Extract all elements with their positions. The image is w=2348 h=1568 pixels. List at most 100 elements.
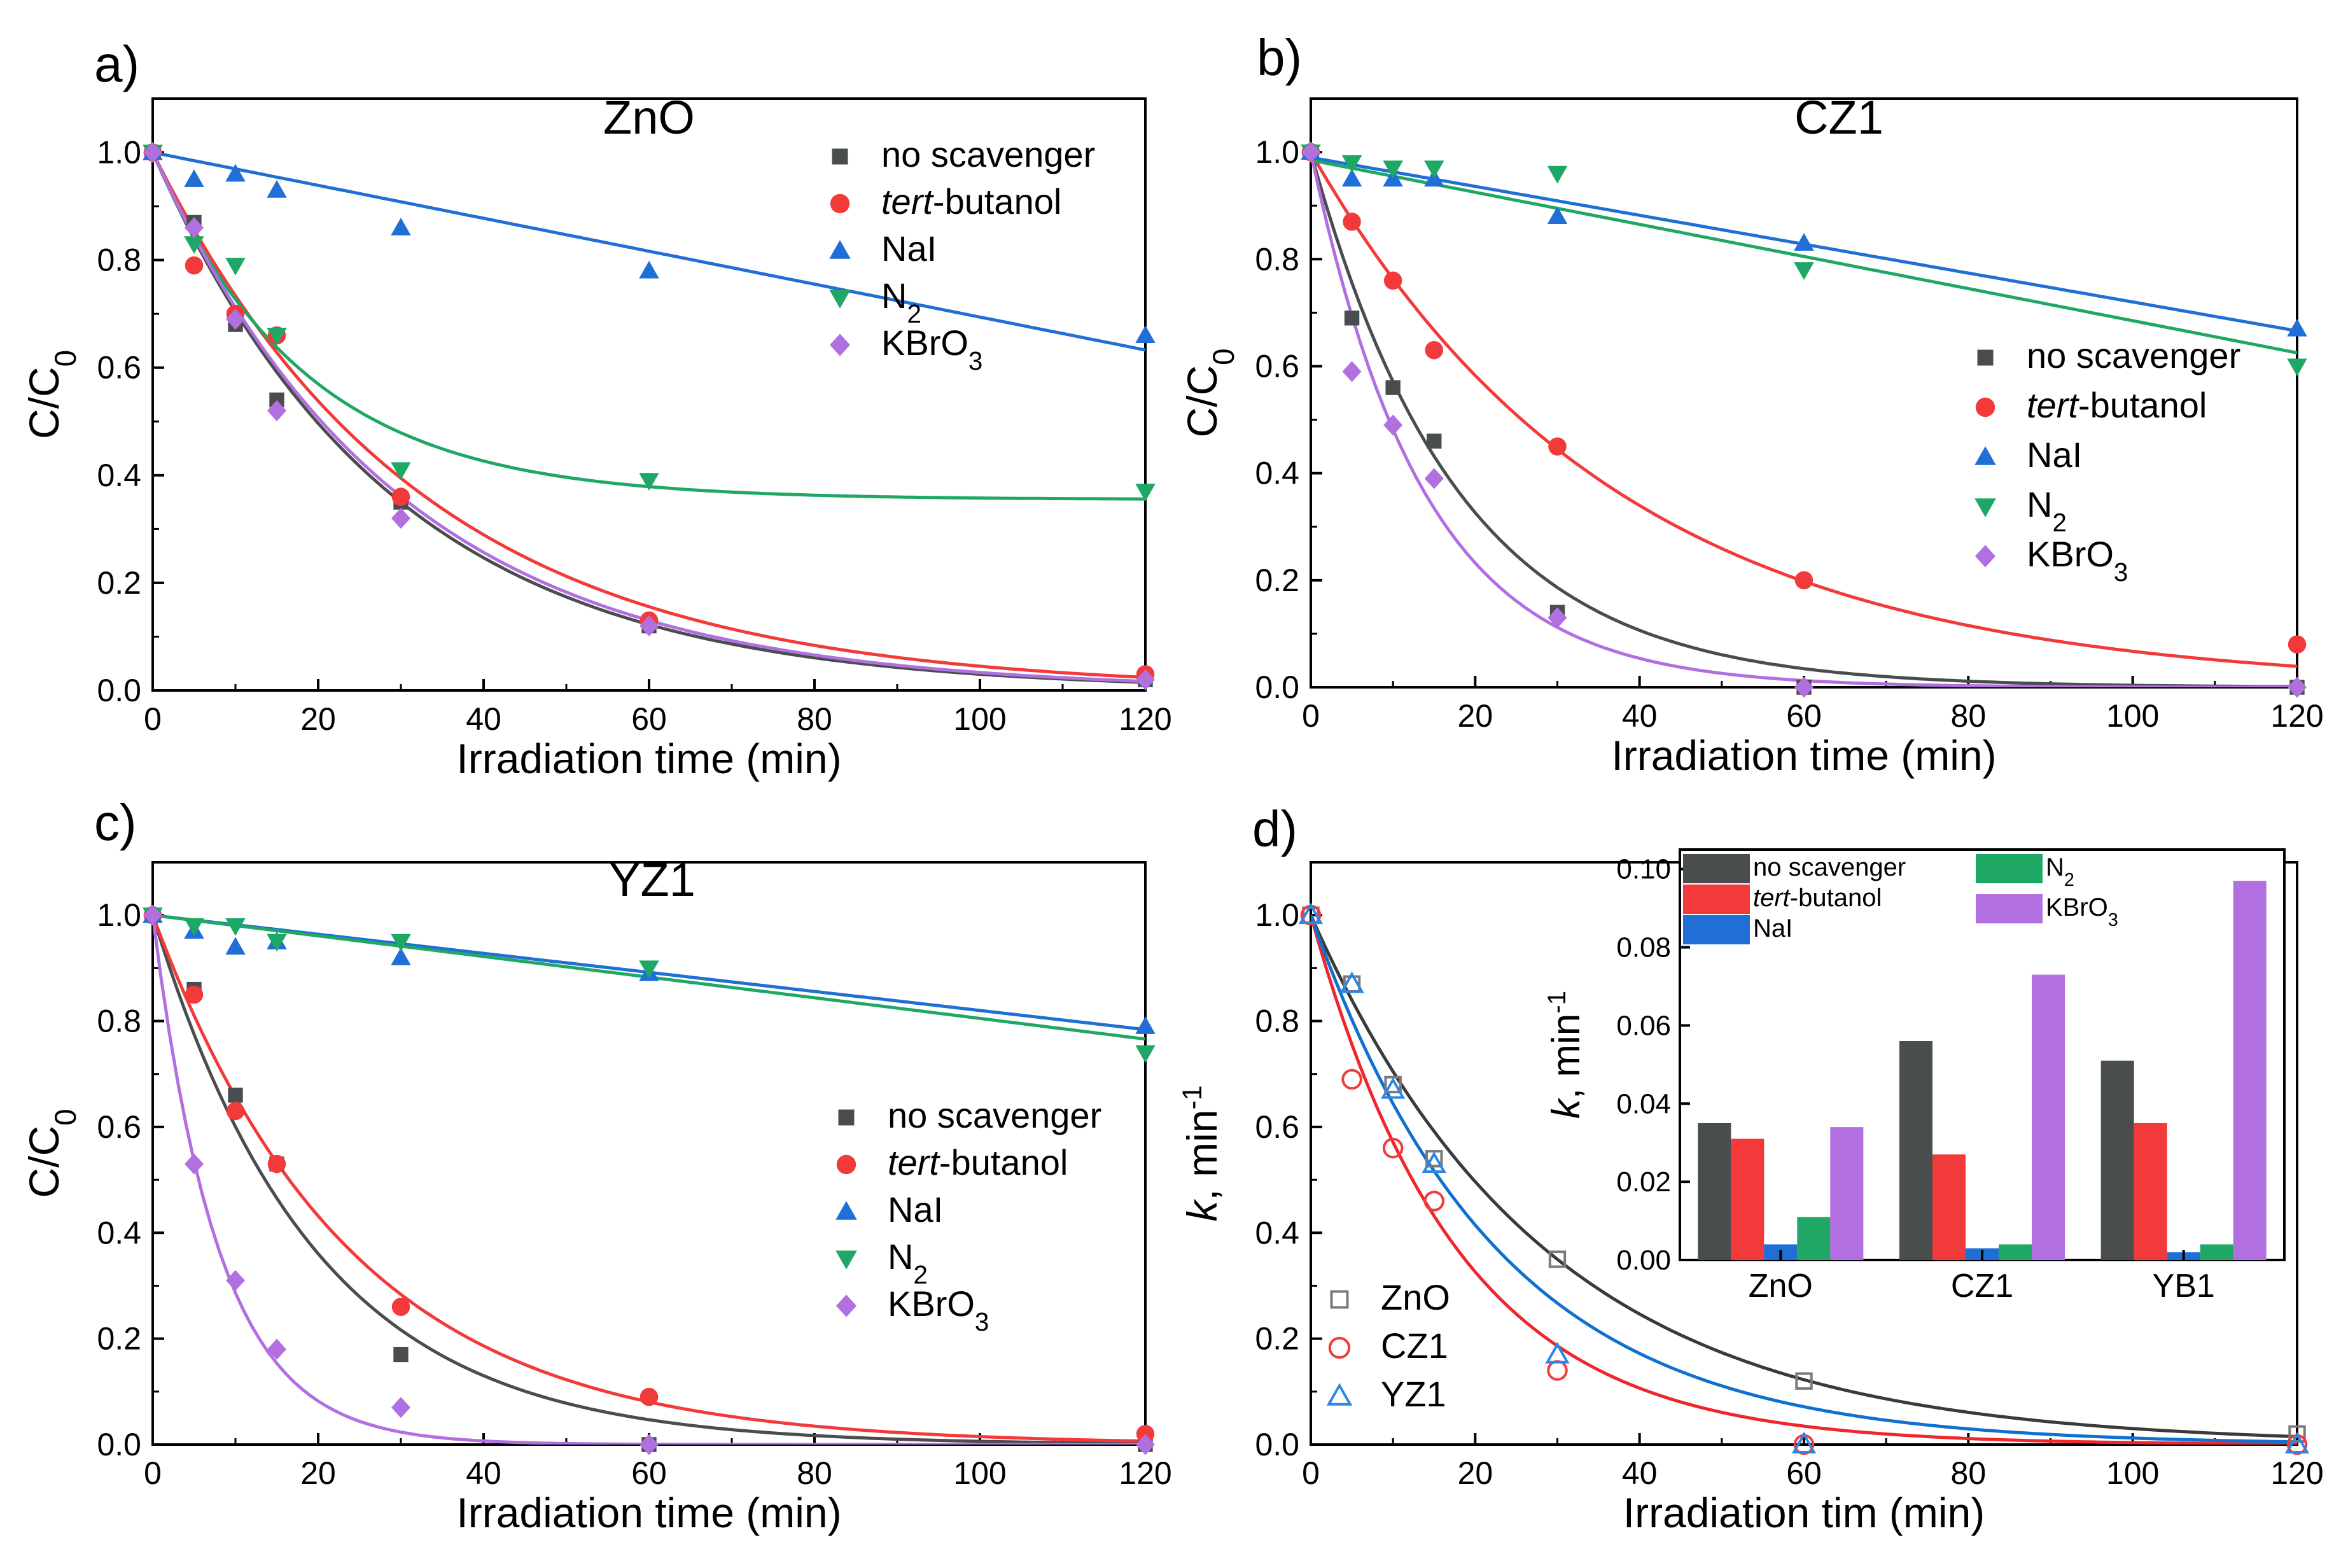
data-point-kbro3 xyxy=(267,400,286,421)
bar-zno-kbro3 xyxy=(1830,1127,1864,1260)
data-point-nai xyxy=(267,179,287,198)
data-point-n2 xyxy=(1383,160,1403,179)
data-point-n2 xyxy=(639,473,659,491)
legend-marker-no-scavenger xyxy=(838,1109,855,1126)
data-point-kbro3 xyxy=(185,1153,204,1175)
x-tick-label: 80 xyxy=(797,701,832,737)
legend-label-cz1: CZ1 xyxy=(1381,1326,1448,1366)
inset-y-tick-label: 0.06 xyxy=(1616,1010,1671,1041)
x-tick-label: 0 xyxy=(1302,698,1320,734)
data-point-zno xyxy=(1425,1150,1443,1168)
y-tick-label: 0.2 xyxy=(97,1321,141,1357)
legend-marker-tert-butanol xyxy=(1975,397,1995,417)
fit-line-no-scavenger xyxy=(153,151,1145,684)
bar-zno-n2 xyxy=(1797,1217,1831,1260)
data-point-zno xyxy=(2288,1425,2306,1443)
legend-marker-no-scavenger xyxy=(832,148,848,165)
fit-line-cz1 xyxy=(1311,914,2297,1445)
panel-title: YZ1 xyxy=(609,853,695,906)
fit-line-zno xyxy=(1311,914,2297,1438)
data-point-tert-butanol xyxy=(1794,571,1813,590)
x-axis-label: Irradiation tim (min) xyxy=(1623,1489,1985,1536)
bar-zno-no-scavenger xyxy=(1698,1123,1731,1260)
x-tick-label: 120 xyxy=(2270,698,2323,734)
fit-line-yz1 xyxy=(1311,914,2297,1444)
panel-c: 0 20 40 60 80 100 120 0.0 0.2 0.4 0.6 0.8 1.0 Irradia… xyxy=(20,794,1172,1536)
panel-label: c) xyxy=(94,794,137,851)
legend-marker-nai xyxy=(1974,446,1996,465)
data-point-kbro3 xyxy=(1548,607,1567,629)
series-yz1 xyxy=(1298,902,2310,1453)
y-tick-label: 1.0 xyxy=(97,897,141,933)
data-point-tert-butanol xyxy=(1548,437,1567,456)
legend-label-nai: NaI xyxy=(881,228,937,269)
fit-line-n2 xyxy=(1311,158,2297,354)
y-tick-label: 1.0 xyxy=(97,135,141,171)
y-axis-label: k, min-1 xyxy=(1177,1085,1226,1221)
data-point-tert-butanol xyxy=(1343,213,1361,231)
data-point-n2 xyxy=(1424,160,1444,179)
panel-title: CZ1 xyxy=(1794,91,1883,144)
data-point-kbro3 xyxy=(1424,468,1444,489)
data-point-nai xyxy=(1135,1016,1156,1034)
data-point-tert-butanol xyxy=(1136,1425,1155,1443)
data-point-kbro3 xyxy=(1383,414,1403,436)
data-point-yz1 xyxy=(1380,1077,1406,1099)
data-point-n2 xyxy=(2287,358,2307,377)
data-point-nai xyxy=(391,218,411,235)
data-point-no-scavenger xyxy=(393,1347,409,1362)
x-tick-label: 0 xyxy=(144,701,162,737)
data-point-nai xyxy=(639,260,659,279)
data-point-kbro3 xyxy=(1301,141,1320,163)
y-tick-label: 0.4 xyxy=(97,458,141,493)
x-tick-label: 120 xyxy=(2270,1455,2323,1491)
x-tick-label: 60 xyxy=(1786,698,1822,734)
x-tick-label: 0 xyxy=(144,1455,162,1491)
bar-zno-tert-butanol xyxy=(1731,1138,1764,1260)
y-axis-label: C/C0 xyxy=(20,350,83,439)
data-point-n2 xyxy=(267,328,287,346)
series-kbro3 xyxy=(143,142,1155,690)
data-point-tert-butanol xyxy=(267,1154,286,1173)
data-point-nai xyxy=(225,164,246,182)
y-tick-label: 0.4 xyxy=(1255,1215,1299,1250)
y-tick-label: 0.8 xyxy=(1255,241,1299,277)
data-point-no-scavenger xyxy=(1344,311,1360,326)
inset-legend-swatch-nai xyxy=(1683,915,1750,944)
legend-marker-nai xyxy=(835,1201,857,1220)
y-tick-label: 0.6 xyxy=(1255,1109,1299,1145)
x-tick-label: 40 xyxy=(466,701,501,737)
y-tick-label: 0.0 xyxy=(1255,669,1299,705)
bar-cz1-n2 xyxy=(1999,1244,2032,1260)
data-point-nai xyxy=(2287,318,2307,337)
legend-label-no-scavenger: no scavenger xyxy=(881,134,1095,174)
data-point-no-scavenger xyxy=(228,1088,243,1103)
y-tick-label: 0.4 xyxy=(97,1215,141,1250)
legend-marker-kbro3 xyxy=(836,1294,856,1317)
inset-legend-label-kbro3: KBrO3 xyxy=(2046,893,2118,930)
legend-label-kbro3: KBrO3 xyxy=(888,1284,989,1336)
data-point-tert-butanol xyxy=(1425,340,1443,360)
legend-label-nai: NaI xyxy=(2027,435,2082,475)
x-tick-label: 80 xyxy=(797,1455,832,1491)
legend-label-no-scavenger: no scavenger xyxy=(2027,335,2240,375)
bar-cz1-kbro3 xyxy=(2032,974,2065,1260)
legend-label-n2: N2 xyxy=(881,276,921,328)
y-tick-label: 0.2 xyxy=(1255,1321,1299,1357)
panel-label: d) xyxy=(1252,801,1297,857)
data-point-n2 xyxy=(1794,262,1814,280)
fit-line-kbro3 xyxy=(153,151,1145,683)
data-point-kbro3 xyxy=(1136,669,1155,690)
y-tick-label: 1.0 xyxy=(1255,897,1299,933)
inset-legend-swatch-no-scavenger xyxy=(1683,854,1750,883)
data-point-n2 xyxy=(225,918,246,936)
data-point-n2 xyxy=(267,934,287,952)
bar-yb1-n2 xyxy=(2200,1244,2233,1260)
legend-marker-kbro3 xyxy=(830,333,850,356)
inset-y-tick-label: 0.10 xyxy=(1616,854,1671,885)
data-point-nai xyxy=(391,947,411,965)
